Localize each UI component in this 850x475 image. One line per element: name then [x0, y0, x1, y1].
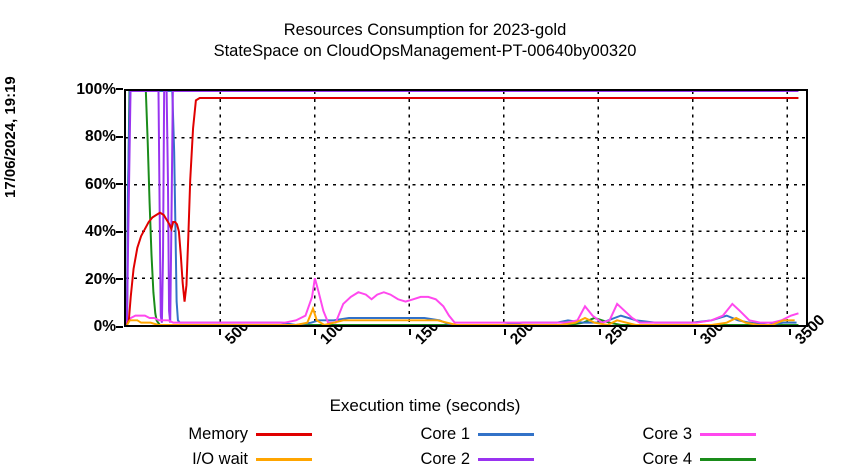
- x-tickmark-3000: [694, 329, 696, 335]
- x-tickmark-3500: [789, 329, 791, 335]
- chart-legend: Memory Core 1 Core 3 I/O wait Core 2 Core 4: [160, 422, 820, 472]
- legend-color-swatch: [478, 458, 534, 461]
- legend-color-swatch: [700, 433, 756, 436]
- series-lines: [126, 91, 799, 325]
- legend-color-swatch: [256, 458, 312, 461]
- x-tickmark-2500: [599, 329, 601, 335]
- page-title: Resources Consumption for 2023-gold Stat…: [0, 20, 850, 62]
- chart-title-line-1: Resources Consumption for 2023-gold: [283, 21, 567, 39]
- legend-item-memory[interactable]: Memory: [160, 422, 376, 447]
- series-line-core-4: [126, 91, 799, 325]
- legend-color-swatch: [256, 433, 312, 436]
- legend-color-swatch: [700, 458, 756, 461]
- chart-title-line-2: StateSpace on CloudOpsManagement-PT-0064…: [213, 42, 637, 60]
- y-tickmark-40: [116, 230, 123, 233]
- legend-item-i-o-wait[interactable]: I/O wait: [160, 447, 376, 472]
- legend-label: Core 2: [420, 450, 470, 468]
- y-tickmark-60: [116, 183, 123, 186]
- legend-item-core-4[interactable]: Core 4: [604, 447, 820, 472]
- legend-color-swatch: [478, 433, 534, 436]
- y-tick-label-0: 0%: [93, 318, 116, 335]
- series-line-memory: [126, 97, 799, 325]
- legend-label: Core 3: [642, 425, 692, 443]
- x-tickmark-1500: [409, 329, 411, 335]
- y-tick-label-40: 40%: [84, 223, 116, 240]
- plot-area: [124, 89, 808, 327]
- y-tick-label-60: 60%: [84, 176, 116, 193]
- y-tick-label-100: 100%: [76, 81, 116, 98]
- series-line-i-o-wait: [126, 305, 795, 325]
- y-tickmark-100: [116, 88, 123, 90]
- x-tickmark-1000: [314, 329, 316, 335]
- series-line-core-1: [126, 91, 797, 325]
- legend-label: Core 4: [642, 450, 692, 468]
- timestamp-axis-label: 17/06/2024, 19:19: [2, 76, 19, 198]
- legend-item-core-2[interactable]: Core 2: [382, 447, 598, 472]
- y-tickmark-0: [116, 326, 123, 328]
- series-line-core-2: [126, 91, 799, 325]
- x-tickmark-2000: [504, 329, 506, 335]
- legend-label: Memory: [188, 425, 248, 443]
- y-tickmark-20: [116, 278, 123, 281]
- y-tickmark-80: [116, 135, 123, 138]
- legend-label: Core 1: [420, 425, 470, 443]
- legend-item-core-3[interactable]: Core 3: [604, 422, 820, 447]
- series-line-core-3: [126, 277, 799, 324]
- legend-label: I/O wait: [192, 450, 248, 468]
- gridlines: [126, 91, 806, 325]
- y-tick-label-20: 20%: [84, 271, 116, 288]
- x-axis-title: Execution time (seconds): [329, 396, 521, 415]
- y-tick-label-80: 80%: [84, 128, 116, 145]
- x-tickmark-500: [219, 329, 221, 335]
- legend-item-core-1[interactable]: Core 1: [382, 422, 598, 447]
